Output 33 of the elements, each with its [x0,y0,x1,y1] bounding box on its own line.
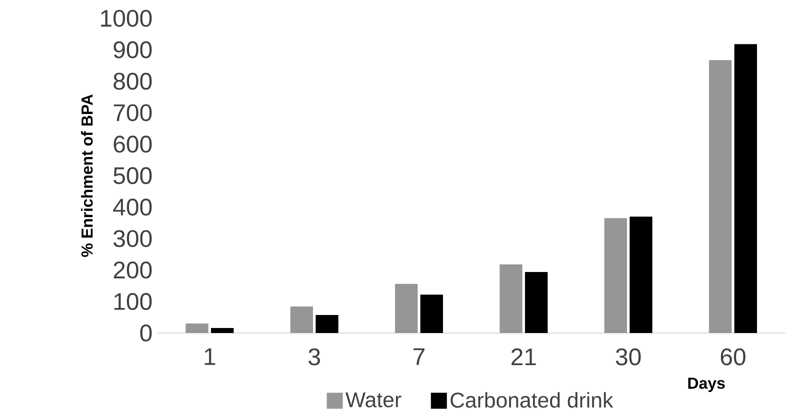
x-tick-label: 30 [616,348,641,366]
y-tick-label: 800 [114,72,152,90]
x-axis-title: Days [688,378,725,392]
y-tick-label: 700 [114,104,152,122]
y-tick-label: 500 [114,167,152,184]
x-tick-label: 1 [204,348,216,365]
y-tick-label: 400 [113,198,152,216]
bar [420,294,443,333]
bar [708,60,732,333]
x-tick-label: 21 [512,348,536,366]
x-tick-label: 60 [720,348,746,366]
bar [734,44,757,333]
legend-label: Water [346,392,402,408]
y-tick-label: 900 [114,41,152,58]
y-tick-label: 1000 [101,10,152,27]
bar [211,328,234,333]
bar [500,264,522,333]
bar [630,216,652,333]
y-tick-label: 600 [114,136,152,153]
bar [604,218,627,333]
y-axis-title: % Enrichment of BPA [81,94,93,257]
x-tick-label: 7 [414,348,424,365]
bar [316,315,338,333]
y-tick-label: 0 [140,324,152,342]
legend-label: Carbonated drink [450,392,614,408]
y-tick-label: 200 [114,262,152,279]
bar [290,306,314,333]
bar [524,272,548,333]
x-tick-label: 3 [308,348,320,366]
y-tick-label: 300 [114,230,152,248]
bar [186,324,208,333]
bar [395,284,418,333]
y-tick-label: 100 [114,293,152,310]
